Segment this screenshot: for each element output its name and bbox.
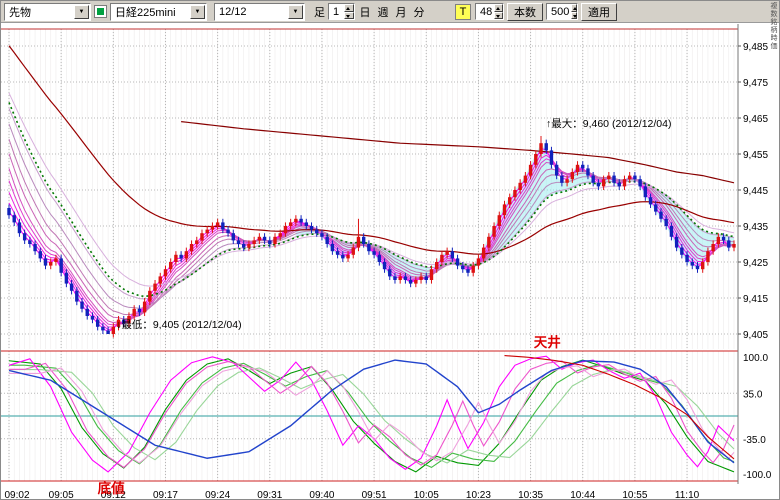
chart-svg[interactable]: 9,485 9,475 9,465 9,455 9,445 9,435 9,425 9,415…: [1, 23, 780, 500]
contract-date-value: 12/12: [219, 5, 247, 18]
chevron-down-icon[interactable]: ▼: [288, 4, 303, 19]
spinner: [344, 4, 354, 19]
spin-up-icon[interactable]: [344, 4, 354, 12]
svg-text:10:44: 10:44: [570, 490, 595, 500]
svg-text:100.0: 100.0: [743, 353, 768, 364]
svg-text:9,445: 9,445: [743, 186, 768, 197]
symbol-color-indicator[interactable]: [94, 5, 107, 18]
symbol-value: 日経225mini: [115, 6, 176, 19]
apply-button[interactable]: 適用: [581, 2, 617, 21]
chevron-down-icon[interactable]: ▼: [190, 4, 205, 19]
svg-text:9,435: 9,435: [743, 222, 768, 233]
svg-text:10:35: 10:35: [518, 490, 543, 500]
interval-param-value: 48: [480, 5, 493, 18]
bar-type-label: 足: [314, 6, 325, 19]
svg-text:9,425: 9,425: [743, 258, 768, 269]
spin-down-icon[interactable]: [571, 11, 577, 19]
spinner: [571, 4, 577, 19]
svg-text:天井: 天井: [534, 334, 561, 350]
svg-text:-35.0: -35.0: [743, 435, 766, 446]
spinner: [494, 4, 503, 19]
svg-text:10:23: 10:23: [466, 490, 491, 500]
svg-text:09:02: 09:02: [4, 490, 29, 500]
svg-text:09:24: 09:24: [205, 490, 230, 500]
svg-text:09:12: 09:12: [101, 490, 126, 500]
chart-area[interactable]: 9,485 9,475 9,465 9,455 9,445 9,435 9,425 9,415…: [1, 23, 780, 500]
cloud-fill: [295, 143, 734, 284]
bar-count-label: 本数: [514, 6, 536, 19]
candles: [7, 136, 736, 338]
instrument-dropdown[interactable]: 先物 ▼: [4, 2, 91, 21]
svg-text:9,405: 9,405: [743, 330, 768, 341]
svg-text:09:51: 09:51: [362, 490, 387, 500]
spin-up-icon[interactable]: [494, 4, 503, 12]
toolbar: 先物 ▼ 日経225mini ▼ 12/12 ▼ 足 1 日 週 月 分 T 4…: [1, 1, 779, 23]
svg-text:9,415: 9,415: [743, 294, 768, 305]
interval-param-input[interactable]: 48: [475, 3, 504, 20]
tick-toggle-button[interactable]: T: [455, 3, 471, 20]
symbol-dropdown[interactable]: 日経225mini ▼: [110, 2, 207, 21]
grid: [1, 28, 738, 482]
apply-label: 適用: [588, 6, 610, 19]
contract-date-dropdown[interactable]: 12/12 ▼: [214, 2, 305, 21]
axis-labels: 9,485 9,475 9,465 9,455 9,445 9,435 9,425 9,415…: [4, 24, 772, 500]
ma-lines: [8, 45, 735, 298]
svg-text:09:31: 09:31: [257, 490, 282, 500]
svg-text:10:05: 10:05: [414, 490, 439, 500]
svg-text:↑最大：9,460 (2012/12/04): ↑最大：9,460 (2012/12/04): [546, 117, 672, 130]
svg-text:09:05: 09:05: [49, 490, 74, 500]
bar-count-value: 500: [551, 5, 570, 18]
market-info-vertical-label: 複数銘柄時価: [770, 2, 777, 50]
spin-down-icon[interactable]: [494, 11, 503, 19]
bar-interval-value: 1: [333, 5, 340, 18]
svg-text:10:55: 10:55: [622, 490, 647, 500]
svg-text:9,485: 9,485: [743, 42, 768, 53]
svg-text:↓最低：9,405 (2012/12/04): ↓最低：9,405 (2012/12/04): [116, 318, 241, 331]
svg-text:09:40: 09:40: [309, 490, 334, 500]
annotations: ↑最大：9,460 (2012/12/04) ↓最低：9,405 (2012/12…: [98, 117, 672, 496]
svg-text:9,475: 9,475: [743, 78, 768, 89]
spin-down-icon[interactable]: [344, 11, 354, 19]
chevron-down-icon[interactable]: ▼: [74, 4, 89, 19]
bar-interval-input[interactable]: 1: [328, 3, 355, 20]
bar-count-input[interactable]: 500: [546, 3, 578, 20]
instrument-value: 先物: [9, 6, 31, 19]
svg-text:9,455: 9,455: [743, 150, 768, 161]
bar-count-button[interactable]: 本数: [507, 2, 543, 21]
svg-text:-100.0: -100.0: [743, 470, 772, 481]
svg-text:09:17: 09:17: [153, 490, 178, 500]
period-button-minute[interactable]: 分: [413, 6, 425, 19]
svg-text:底値: 底値: [98, 480, 125, 496]
oscillator-series: [8, 355, 735, 473]
period-button-week[interactable]: 週: [377, 6, 389, 19]
spin-up-icon[interactable]: [571, 4, 577, 12]
svg-text:11:10: 11:10: [675, 490, 700, 500]
svg-text:9,465: 9,465: [743, 114, 768, 125]
svg-text:35.0: 35.0: [743, 389, 763, 400]
period-button-day[interactable]: 日: [359, 6, 371, 19]
period-button-month[interactable]: 月: [395, 6, 407, 19]
